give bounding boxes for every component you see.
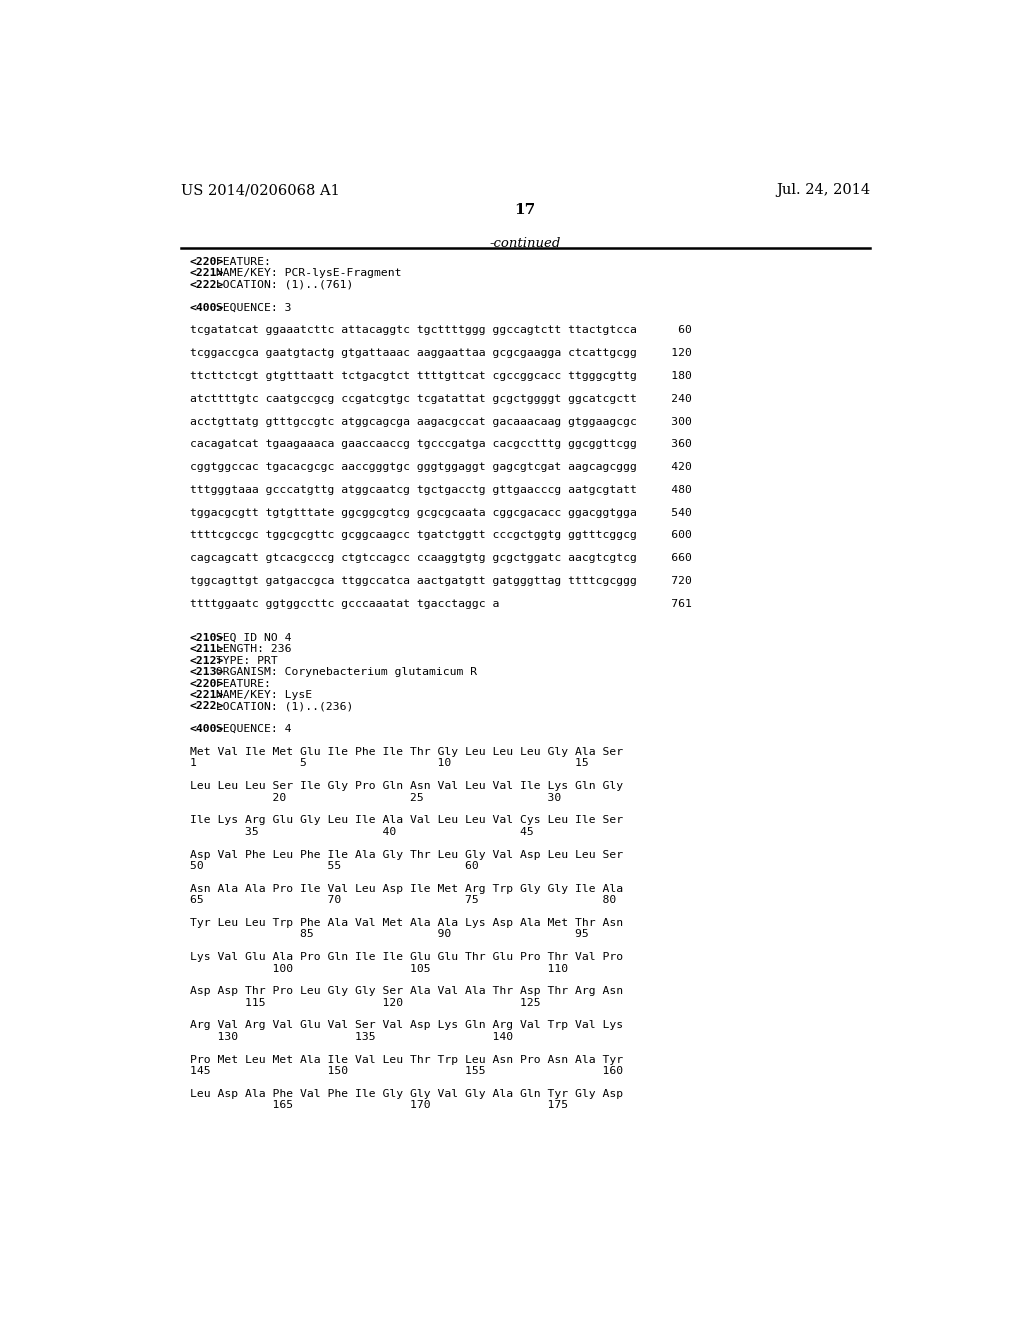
Text: <212>: <212> — [190, 656, 224, 665]
Text: ttcttctcgt gtgtttaatt tctgacgtct ttttgttcat cgccggcacc ttgggcgttg     180: ttcttctcgt gtgtttaatt tctgacgtct ttttgtt… — [190, 371, 692, 381]
Text: LENGTH: 236: LENGTH: 236 — [209, 644, 292, 655]
Text: NAME/KEY: LysE: NAME/KEY: LysE — [209, 690, 312, 700]
Text: 115                 120                 125: 115 120 125 — [190, 998, 541, 1007]
Text: Lys Val Glu Ala Pro Gln Ile Ile Glu Glu Thr Glu Pro Thr Val Pro: Lys Val Glu Ala Pro Gln Ile Ile Glu Glu … — [190, 952, 624, 962]
Text: US 2014/0206068 A1: US 2014/0206068 A1 — [180, 183, 339, 197]
Text: 85                  90                  95: 85 90 95 — [190, 929, 589, 940]
Text: cggtggccac tgacacgcgc aaccgggtgc gggtggaggt gagcgtcgat aagcagcggg     420: cggtggccac tgacacgcgc aaccgggtgc gggtgga… — [190, 462, 692, 473]
Text: ttttggaatc ggtggccttc gcccaaatat tgacctaggc a                         761: ttttggaatc ggtggccttc gcccaaatat tgaccta… — [190, 599, 692, 609]
Text: tttgggtaaa gcccatgttg atggcaatcg tgctgacctg gttgaacccg aatgcgtatt     480: tttgggtaaa gcccatgttg atggcaatcg tgctgac… — [190, 484, 692, 495]
Text: cacagatcat tgaagaaaca gaaccaaccg tgcccgatga cacgcctttg ggcggttcgg     360: cacagatcat tgaagaaaca gaaccaaccg tgcccga… — [190, 440, 692, 449]
Text: 1               5                   10                  15: 1 5 10 15 — [190, 759, 589, 768]
Text: <213>: <213> — [190, 667, 224, 677]
Text: 130                 135                 140: 130 135 140 — [190, 1032, 513, 1041]
Text: tcggaccgca gaatgtactg gtgattaaac aaggaattaa gcgcgaagga ctcattgcgg     120: tcggaccgca gaatgtactg gtgattaaac aaggaat… — [190, 348, 692, 358]
Text: NAME/KEY: PCR-lysE-Fragment: NAME/KEY: PCR-lysE-Fragment — [209, 268, 401, 279]
Text: tggcagttgt gatgaccgca ttggccatca aactgatgtt gatgggttag ttttcgcggg     720: tggcagttgt gatgaccgca ttggccatca aactgat… — [190, 576, 692, 586]
Text: LOCATION: (1)..(761): LOCATION: (1)..(761) — [209, 280, 353, 290]
Text: 65                  70                  75                  80: 65 70 75 80 — [190, 895, 616, 906]
Text: cagcagcatt gtcacgcccg ctgtccagcc ccaaggtgtg gcgctggatc aacgtcgtcg     660: cagcagcatt gtcacgcccg ctgtccagcc ccaaggt… — [190, 553, 692, 564]
Text: acctgttatg gtttgccgtc atggcagcga aagacgccat gacaaacaag gtggaagcgc     300: acctgttatg gtttgccgtc atggcagcga aagacgc… — [190, 417, 692, 426]
Text: Met Val Ile Met Glu Ile Phe Ile Thr Gly Leu Leu Leu Gly Ala Ser: Met Val Ile Met Glu Ile Phe Ile Thr Gly … — [190, 747, 624, 756]
Text: SEQUENCE: 4: SEQUENCE: 4 — [209, 725, 292, 734]
Text: <220>: <220> — [190, 257, 224, 267]
Text: 50                  55                  60: 50 55 60 — [190, 861, 479, 871]
Text: Pro Met Leu Met Ala Ile Val Leu Thr Trp Leu Asn Pro Asn Ala Tyr: Pro Met Leu Met Ala Ile Val Leu Thr Trp … — [190, 1055, 624, 1065]
Text: Ile Lys Arg Glu Gly Leu Ile Ala Val Leu Leu Val Cys Leu Ile Ser: Ile Lys Arg Glu Gly Leu Ile Ala Val Leu … — [190, 816, 624, 825]
Text: <221>: <221> — [190, 690, 224, 700]
Text: 20                  25                  30: 20 25 30 — [190, 792, 561, 803]
Text: 165                 170                 175: 165 170 175 — [190, 1101, 568, 1110]
Text: <222>: <222> — [190, 701, 224, 711]
Text: Leu Asp Ala Phe Val Phe Ile Gly Gly Val Gly Ala Gln Tyr Gly Asp: Leu Asp Ala Phe Val Phe Ile Gly Gly Val … — [190, 1089, 624, 1098]
Text: Asn Ala Ala Pro Ile Val Leu Asp Ile Met Arg Trp Gly Gly Ile Ala: Asn Ala Ala Pro Ile Val Leu Asp Ile Met … — [190, 884, 624, 894]
Text: 145                 150                 155                 160: 145 150 155 160 — [190, 1067, 624, 1076]
Text: <222>: <222> — [190, 280, 224, 290]
Text: tcgatatcat ggaaatcttc attacaggtc tgcttttggg ggccagtctt ttactgtcca      60: tcgatatcat ggaaatcttc attacaggtc tgctttt… — [190, 325, 692, 335]
Text: Jul. 24, 2014: Jul. 24, 2014 — [776, 183, 870, 197]
Text: LOCATION: (1)..(236): LOCATION: (1)..(236) — [209, 701, 353, 711]
Text: atcttttgtc caatgccgcg ccgatcgtgc tcgatattat gcgctggggt ggcatcgctt     240: atcttttgtc caatgccgcg ccgatcgtgc tcgatat… — [190, 393, 692, 404]
Text: 17: 17 — [514, 203, 536, 216]
Text: TYPE: PRT: TYPE: PRT — [209, 656, 278, 665]
Text: <220>: <220> — [190, 678, 224, 689]
Text: Asp Asp Thr Pro Leu Gly Gly Ser Ala Val Ala Thr Asp Thr Arg Asn: Asp Asp Thr Pro Leu Gly Gly Ser Ala Val … — [190, 986, 624, 997]
Text: 100                 105                 110: 100 105 110 — [190, 964, 568, 974]
Text: <400>: <400> — [190, 302, 224, 313]
Text: FEATURE:: FEATURE: — [209, 678, 271, 689]
Text: tggacgcgtt tgtgtttate ggcggcgtcg gcgcgcaata cggcgacacc ggacggtgga     540: tggacgcgtt tgtgtttate ggcggcgtcg gcgcgca… — [190, 508, 692, 517]
Text: Asp Val Phe Leu Phe Ile Ala Gly Thr Leu Gly Val Asp Leu Leu Ser: Asp Val Phe Leu Phe Ile Ala Gly Thr Leu … — [190, 850, 624, 859]
Text: <210>: <210> — [190, 634, 224, 643]
Text: FEATURE:: FEATURE: — [209, 257, 271, 267]
Text: Leu Leu Leu Ser Ile Gly Pro Gln Asn Val Leu Val Ile Lys Gln Gly: Leu Leu Leu Ser Ile Gly Pro Gln Asn Val … — [190, 781, 624, 791]
Text: ORGANISM: Corynebacterium glutamicum R: ORGANISM: Corynebacterium glutamicum R — [209, 667, 477, 677]
Text: ttttcgccgc tggcgcgttc gcggcaagcc tgatctggtt cccgctggtg ggtttcggcg     600: ttttcgccgc tggcgcgttc gcggcaagcc tgatctg… — [190, 531, 692, 540]
Text: <221>: <221> — [190, 268, 224, 279]
Text: <211>: <211> — [190, 644, 224, 655]
Text: 35                  40                  45: 35 40 45 — [190, 826, 534, 837]
Text: <400>: <400> — [190, 725, 224, 734]
Text: SEQUENCE: 3: SEQUENCE: 3 — [209, 302, 292, 313]
Text: Tyr Leu Leu Trp Phe Ala Val Met Ala Ala Lys Asp Ala Met Thr Asn: Tyr Leu Leu Trp Phe Ala Val Met Ala Ala … — [190, 917, 624, 928]
Text: -continued: -continued — [489, 238, 560, 249]
Text: SEQ ID NO 4: SEQ ID NO 4 — [209, 634, 292, 643]
Text: Arg Val Arg Val Glu Val Ser Val Asp Lys Gln Arg Val Trp Val Lys: Arg Val Arg Val Glu Val Ser Val Asp Lys … — [190, 1020, 624, 1031]
